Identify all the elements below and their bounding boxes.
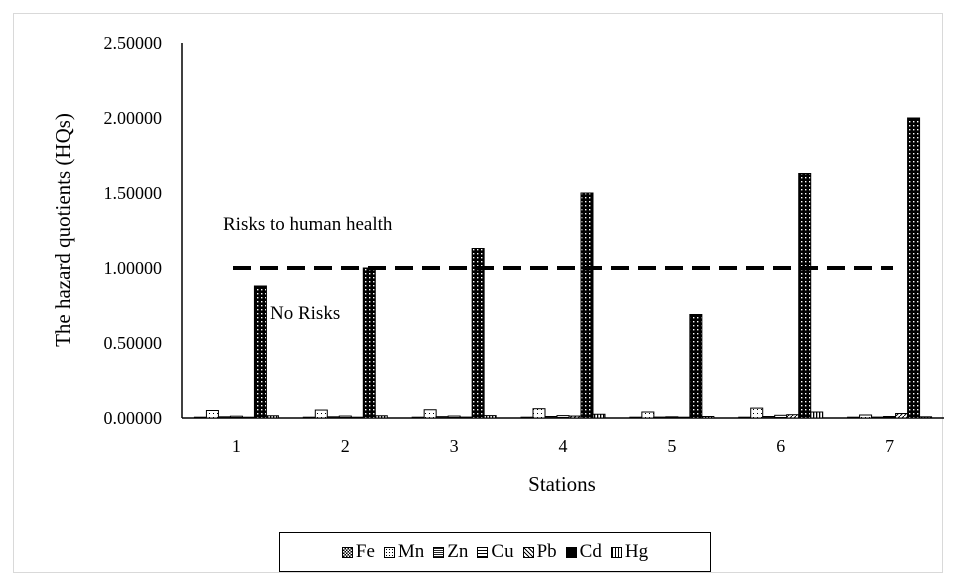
legend-swatch bbox=[522, 546, 534, 558]
bar-pb-station-1 bbox=[241, 416, 255, 419]
bar-hg-station-1 bbox=[265, 415, 279, 419]
bar-pb-station-5 bbox=[677, 416, 691, 419]
legend: Fe Mn Zn Cu Pb Cd Hg bbox=[279, 532, 711, 572]
legend-swatch bbox=[477, 546, 489, 558]
bar-zn-station-6 bbox=[762, 416, 776, 419]
bar-zn-station-4 bbox=[544, 416, 558, 419]
bar-cd-station-5 bbox=[689, 314, 703, 419]
bar-cu-station-5 bbox=[665, 416, 679, 419]
annotation-no-risk: No Risks bbox=[270, 303, 340, 324]
bar-pb-station-3 bbox=[459, 416, 473, 419]
bar-pb-station-2 bbox=[350, 416, 364, 419]
bar-hg-station-6 bbox=[810, 411, 824, 419]
x-tick-label: 3 bbox=[450, 436, 459, 456]
legend-swatch bbox=[341, 546, 353, 558]
y-tick-label: 2.00000 bbox=[104, 108, 163, 128]
legend-item-cu: Cu bbox=[477, 541, 514, 563]
legend-item-mn: Mn bbox=[383, 541, 425, 563]
x-tick-label: 1 bbox=[232, 436, 241, 456]
bar-cu-station-2 bbox=[338, 415, 352, 419]
x-tick-label: 7 bbox=[885, 436, 894, 456]
bar-mn-station-1 bbox=[205, 410, 219, 419]
y-tick-label: 1.50000 bbox=[104, 183, 163, 203]
bar-mn-station-7 bbox=[859, 414, 873, 419]
legend-swatch bbox=[383, 546, 395, 558]
bar-zn-station-7 bbox=[871, 416, 885, 419]
bar-fe-station-7 bbox=[847, 416, 861, 419]
bar-mn-station-5 bbox=[641, 411, 655, 419]
bar-fe-station-4 bbox=[520, 416, 534, 419]
bar-hg-station-4 bbox=[592, 413, 606, 419]
bar-pb-station-7 bbox=[895, 413, 909, 419]
x-axis-title: Stations bbox=[528, 472, 596, 496]
legend-label: Cu bbox=[491, 541, 514, 562]
x-tick-label: 5 bbox=[667, 436, 676, 456]
bar-fe-station-1 bbox=[193, 416, 207, 419]
bar-pb-station-4 bbox=[568, 415, 582, 419]
plot-area: 0.00000 0.50000 1.00000 1.50000 2.00000 2.500… bbox=[104, 33, 944, 456]
annotation-risk: Risks to human health bbox=[223, 214, 393, 235]
x-tick-label: 2 bbox=[341, 436, 350, 456]
bar-zn-station-2 bbox=[326, 416, 340, 419]
legend-item-pb: Pb bbox=[522, 541, 557, 563]
legend-item-fe: Fe bbox=[341, 541, 375, 563]
bar-mn-station-4 bbox=[532, 408, 546, 419]
bar-fe-station-2 bbox=[302, 416, 316, 419]
legend-label: Hg bbox=[624, 541, 649, 562]
bar-hg-station-3 bbox=[483, 415, 497, 419]
bar-cu-station-3 bbox=[447, 415, 461, 419]
bar-cu-station-6 bbox=[774, 414, 788, 419]
bar-mn-station-3 bbox=[423, 409, 437, 419]
bar-pb-station-6 bbox=[786, 414, 800, 419]
y-tick-label: 2.50000 bbox=[104, 33, 163, 53]
bar-zn-station-1 bbox=[217, 416, 231, 419]
bar-cu-station-1 bbox=[229, 415, 243, 419]
bar-cu-station-7 bbox=[883, 416, 897, 419]
legend-item-zn: Zn bbox=[433, 541, 468, 563]
legend-label: Mn bbox=[397, 541, 425, 562]
y-tick-label: 1.00000 bbox=[104, 258, 163, 278]
legend-swatch bbox=[610, 546, 622, 558]
bar-hg-station-2 bbox=[374, 415, 388, 419]
bar-mn-station-2 bbox=[314, 409, 328, 419]
bar-hg-station-5 bbox=[701, 416, 715, 419]
y-tick-label: 0.50000 bbox=[104, 333, 163, 353]
legend-label: Pb bbox=[536, 541, 557, 562]
bar-cd-station-7 bbox=[907, 117, 921, 419]
bar-fe-station-6 bbox=[738, 416, 752, 419]
y-tick-label: 0.00000 bbox=[104, 408, 163, 428]
legend-label: Cd bbox=[579, 541, 602, 562]
legend-label: Fe bbox=[355, 541, 375, 562]
bar-mn-station-6 bbox=[750, 407, 764, 419]
x-tick-label: 6 bbox=[776, 436, 785, 456]
bar-cd-station-1 bbox=[253, 285, 267, 419]
bar-cd-station-6 bbox=[798, 173, 812, 419]
legend-item-cd: Cd bbox=[565, 541, 602, 563]
bar-cu-station-4 bbox=[556, 415, 570, 419]
bar-cd-station-2 bbox=[362, 267, 376, 419]
bar-zn-station-5 bbox=[653, 416, 667, 419]
y-axis-title: The hazard quotients (HQs) bbox=[51, 113, 75, 347]
legend-label: Zn bbox=[447, 541, 469, 562]
bar-cd-station-3 bbox=[471, 248, 485, 419]
x-tick-label: 4 bbox=[559, 436, 568, 456]
legend-item-hg: Hg bbox=[610, 541, 649, 563]
bar-hg-station-7 bbox=[919, 416, 933, 419]
bar-zn-station-3 bbox=[435, 416, 449, 419]
bar-fe-station-3 bbox=[411, 416, 425, 419]
legend-swatch bbox=[433, 546, 445, 558]
bar-cd-station-4 bbox=[580, 192, 594, 419]
legend-swatch bbox=[565, 546, 577, 558]
bar-fe-station-5 bbox=[629, 416, 643, 419]
